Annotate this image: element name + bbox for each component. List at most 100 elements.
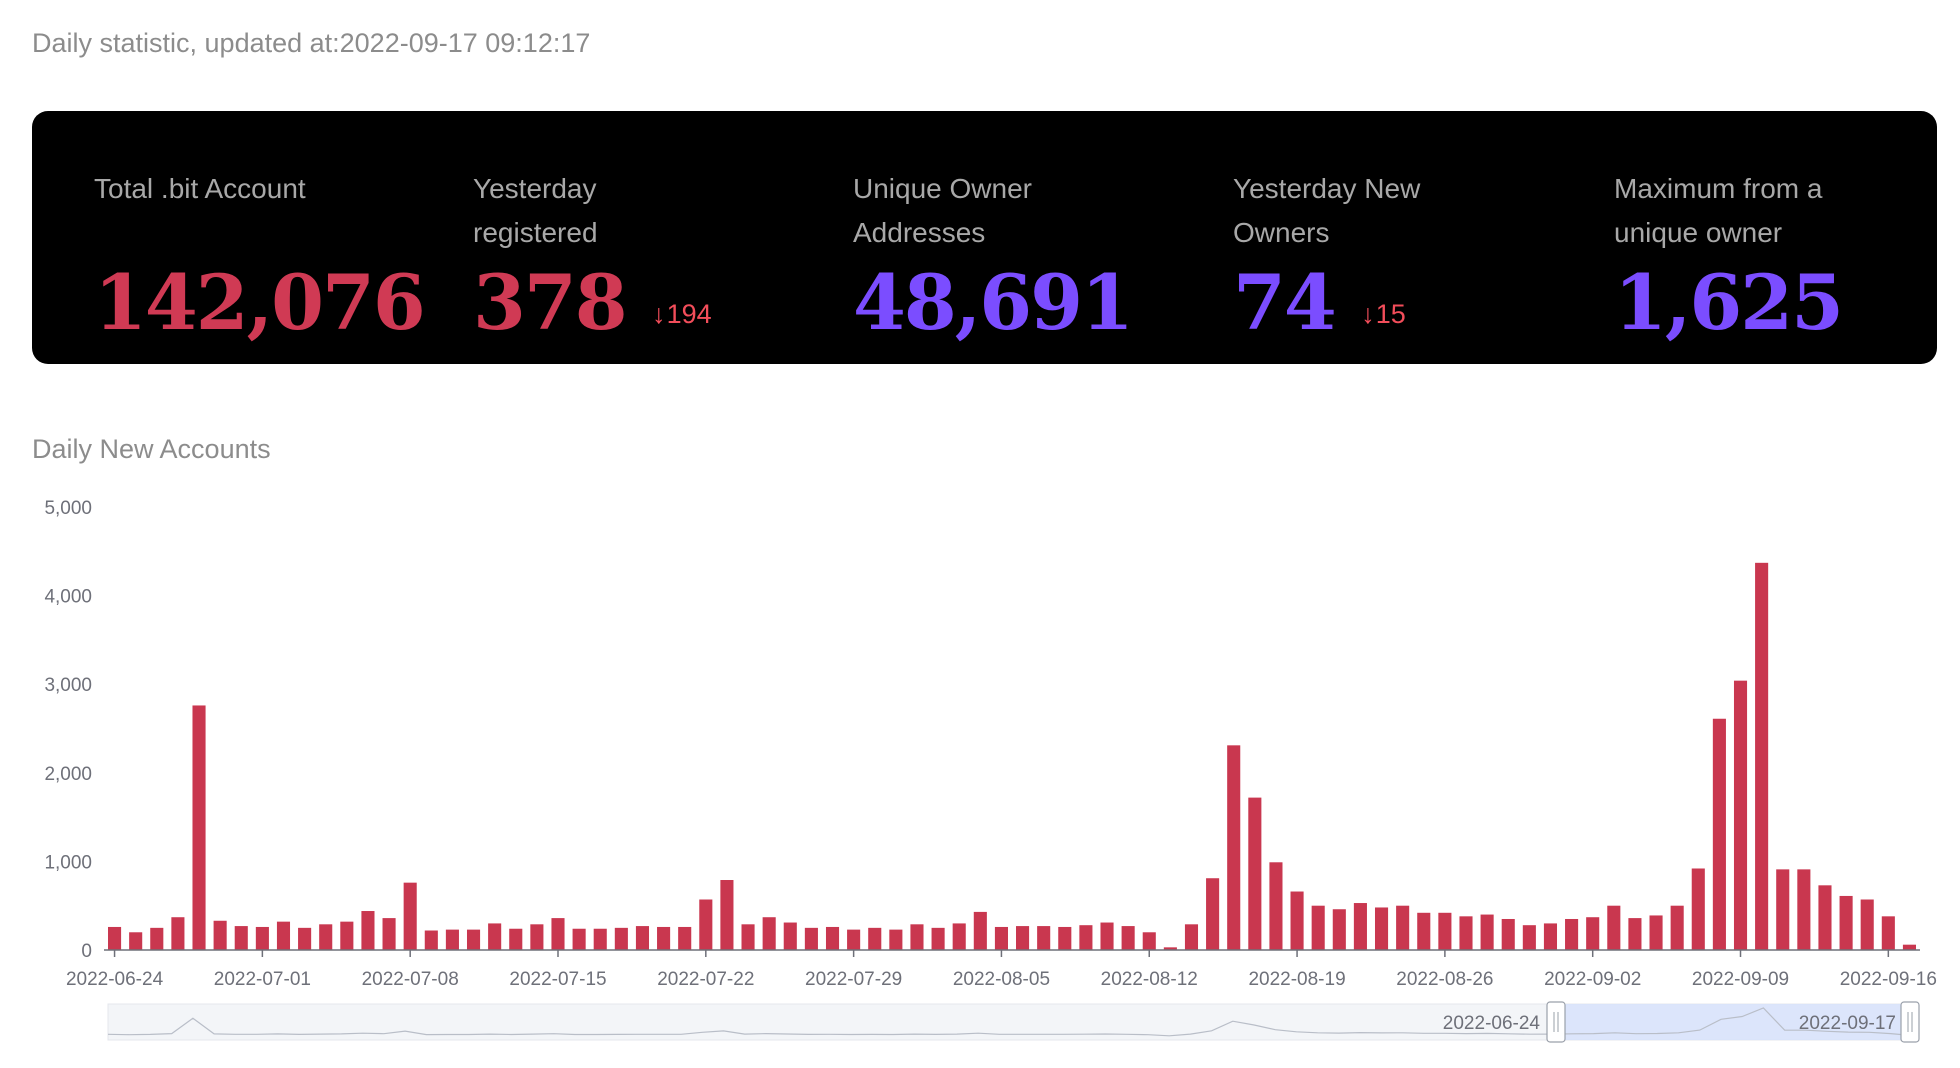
bar[interactable] bbox=[1881, 916, 1895, 950]
bar[interactable] bbox=[593, 928, 607, 950]
bar[interactable] bbox=[1649, 915, 1663, 950]
bar[interactable] bbox=[825, 926, 840, 950]
x-tick-label: 2022-09-16 bbox=[1840, 969, 1937, 990]
bar[interactable] bbox=[1776, 869, 1790, 950]
bar[interactable] bbox=[1290, 891, 1304, 950]
bar[interactable] bbox=[361, 911, 375, 950]
y-tick-label: 1,000 bbox=[44, 852, 92, 873]
bar[interactable] bbox=[678, 926, 692, 950]
bar[interactable] bbox=[1374, 907, 1389, 950]
bar[interactable] bbox=[234, 926, 248, 950]
bar[interactable] bbox=[1586, 917, 1600, 950]
bar[interactable] bbox=[720, 880, 734, 950]
bar[interactable] bbox=[741, 924, 755, 950]
bar[interactable] bbox=[382, 918, 396, 950]
bar[interactable] bbox=[1839, 895, 1853, 950]
bar[interactable] bbox=[150, 927, 164, 950]
bar[interactable] bbox=[1902, 944, 1916, 950]
bar[interactable] bbox=[1733, 680, 1748, 950]
bar[interactable] bbox=[1396, 905, 1410, 950]
zoom-end-label: 2022-09-17 bbox=[1799, 1013, 1896, 1034]
bar[interactable] bbox=[931, 927, 945, 950]
bar[interactable] bbox=[1184, 924, 1199, 950]
bar[interactable] bbox=[1860, 899, 1874, 951]
bar[interactable] bbox=[889, 929, 903, 950]
bar[interactable] bbox=[1501, 918, 1515, 950]
stat-yesterday-new-owners: Yesterday New Owners 74 ↓15 bbox=[1233, 167, 1493, 341]
bar[interactable] bbox=[868, 927, 882, 950]
bar[interactable] bbox=[1058, 926, 1072, 950]
bar[interactable] bbox=[445, 929, 459, 950]
bar[interactable] bbox=[1691, 868, 1705, 950]
bar[interactable] bbox=[635, 926, 650, 950]
bar[interactable] bbox=[192, 705, 206, 950]
bar[interactable] bbox=[129, 932, 143, 950]
bar[interactable] bbox=[340, 921, 354, 950]
zoom-selection[interactable] bbox=[1556, 1004, 1912, 1040]
bar[interactable] bbox=[1543, 923, 1558, 950]
bar[interactable] bbox=[319, 924, 333, 950]
bar[interactable] bbox=[276, 921, 291, 950]
bar[interactable] bbox=[1037, 926, 1051, 950]
bar[interactable] bbox=[847, 929, 861, 950]
bar[interactable] bbox=[1607, 905, 1621, 950]
bar[interactable] bbox=[298, 927, 312, 950]
bar[interactable] bbox=[1100, 922, 1114, 950]
bar[interactable] bbox=[171, 917, 185, 950]
bar[interactable] bbox=[1163, 947, 1177, 950]
bar[interactable] bbox=[994, 926, 1008, 950]
stat-label: Unique Owner Addresses bbox=[853, 173, 1032, 248]
x-tick-label: 2022-07-08 bbox=[362, 969, 459, 990]
bar[interactable] bbox=[657, 926, 671, 950]
bar[interactable] bbox=[1121, 926, 1135, 950]
bar[interactable] bbox=[213, 920, 227, 950]
bar[interactable] bbox=[1417, 912, 1431, 950]
delta-badge: ↓194 bbox=[652, 299, 712, 330]
bar[interactable] bbox=[952, 923, 966, 950]
bar[interactable] bbox=[1480, 914, 1494, 950]
bar[interactable] bbox=[108, 926, 122, 950]
bar[interactable] bbox=[1628, 918, 1642, 950]
bar[interactable] bbox=[1755, 562, 1769, 950]
bar[interactable] bbox=[1459, 916, 1473, 950]
bar[interactable] bbox=[1332, 909, 1346, 950]
bar[interactable] bbox=[804, 927, 818, 950]
bar[interactable] bbox=[1670, 905, 1684, 950]
bar[interactable] bbox=[1079, 925, 1093, 950]
bar[interactable] bbox=[1353, 903, 1367, 950]
bar[interactable] bbox=[572, 928, 586, 950]
bar[interactable] bbox=[1142, 932, 1156, 950]
bar[interactable] bbox=[1522, 925, 1536, 950]
bar[interactable] bbox=[551, 918, 565, 950]
bar[interactable] bbox=[530, 924, 544, 950]
bar[interactable] bbox=[614, 927, 628, 950]
x-tick-label: 2022-07-29 bbox=[805, 969, 902, 990]
bar[interactable] bbox=[403, 882, 417, 950]
bar[interactable] bbox=[1227, 745, 1241, 950]
bar[interactable] bbox=[910, 924, 924, 950]
y-tick-label: 2,000 bbox=[44, 764, 92, 785]
bar[interactable] bbox=[1438, 912, 1452, 950]
bar[interactable] bbox=[1565, 918, 1579, 950]
bar[interactable] bbox=[488, 923, 502, 950]
bar[interactable] bbox=[1269, 862, 1283, 950]
bar[interactable] bbox=[466, 929, 481, 950]
bar[interactable] bbox=[255, 926, 269, 950]
bar[interactable] bbox=[1818, 885, 1832, 950]
bar[interactable] bbox=[509, 928, 523, 950]
bar[interactable] bbox=[1797, 869, 1811, 950]
bar[interactable] bbox=[1206, 878, 1220, 950]
bar[interactable] bbox=[699, 899, 713, 951]
bar[interactable] bbox=[1311, 905, 1325, 950]
x-tick-label: 2022-08-19 bbox=[1248, 969, 1345, 990]
zoom-handle-right[interactable] bbox=[1900, 1001, 1920, 1043]
bar[interactable] bbox=[1712, 718, 1726, 950]
zoom-handle-left[interactable] bbox=[1546, 1001, 1566, 1043]
bar[interactable] bbox=[783, 922, 797, 950]
bar[interactable] bbox=[424, 930, 438, 950]
bar[interactable] bbox=[1016, 926, 1030, 950]
bar[interactable] bbox=[1248, 797, 1262, 950]
bar[interactable] bbox=[973, 911, 987, 950]
x-tick-label: 2022-07-22 bbox=[657, 969, 754, 990]
bar[interactable] bbox=[762, 917, 776, 950]
